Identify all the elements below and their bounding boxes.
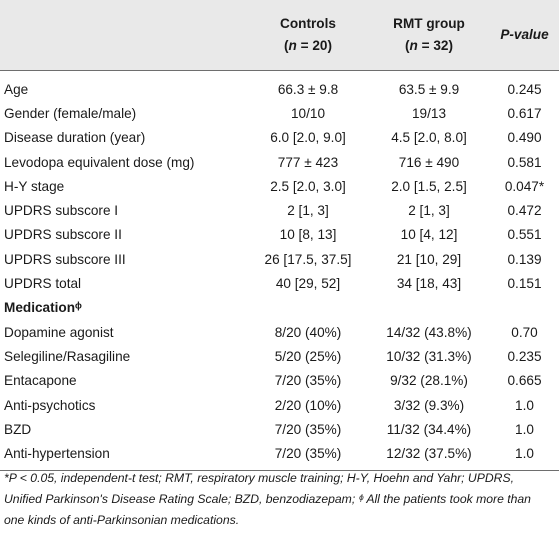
table-row: Selegiline/Rasagiline 5/20 (25%) 10/32 (31… [0,344,559,368]
row-controls-value: 66.3 ± 9.8 [277,81,339,97]
demographics-table: Controls (n = 20) RMT group (n = 32) P-v… [0,0,559,471]
row-label: Medicationᶲ [4,300,82,316]
row-controls-value: 6.0 [2.0, 9.0] [270,130,346,146]
row-rmt-value: 4.5 [2.0, 8.0] [391,130,467,146]
demographics-table-container: Controls (n = 20) RMT group (n = 32) P-v… [0,0,559,471]
row-rmt-value: 2.0 [1.5, 2.5] [391,178,467,194]
table-row: Anti-psychotics 2/20 (10%) 3/32 (9.3%) 1.0 [0,393,559,417]
table-row: Medicationᶲ [0,296,559,320]
row-rmt-value: 34 [18, 43] [396,276,462,292]
row-controls-value: 10/10 [290,105,326,121]
row-p-value: 1.0 [515,397,534,413]
table-row: Age 66.3 ± 9.8 63.5 ± 9.9 0.245 [0,71,559,102]
row-label: UPDRS total [4,276,82,292]
row-rmt-value: 716 ± 490 [398,154,460,170]
row-p-value: 0.581 [507,154,542,170]
row-rmt-value: 11/32 (34.4%) [386,421,472,437]
row-rmt-value: 63.5 ± 9.9 [398,81,460,97]
row-controls-value: 2.5 [2.0, 3.0] [270,178,346,194]
row-p-value: 0.551 [507,227,542,243]
row-p-value: 0.617 [507,105,542,121]
row-label: UPDRS subscore III [4,251,126,267]
row-label: BZD [4,421,32,437]
row-controls-value [248,296,368,320]
row-controls-value: 7/20 (35%) [274,421,342,437]
header-p-label: P-value [500,27,549,42]
header-row: Controls (n = 20) RMT group (n = 32) P-v… [0,0,559,71]
row-p-value: 0.665 [507,373,542,389]
row-label: Age [4,81,29,97]
row-controls-value: 8/20 (40%) [274,324,342,340]
row-controls-value: 7/20 (35%) [274,373,342,389]
row-rmt-value: 19/13 [411,105,447,121]
table-row: Entacapone 7/20 (35%) 9/32 (28.1%) 0.665 [0,369,559,393]
row-controls-value: 777 ± 423 [277,154,339,170]
header-rmt: RMT group (n = 32) [368,0,490,71]
row-label: UPDRS subscore I [4,203,119,219]
table-row: UPDRS subscore I 2 [1, 3] 2 [1, 3] 0.472 [0,198,559,222]
row-controls-value: 40 [29, 52] [275,276,341,292]
row-rmt-value [368,296,490,320]
row-controls-value: 7/20 (35%) [248,441,368,471]
row-p-value: 0.139 [507,251,542,267]
row-label: Gender (female/male) [4,105,137,121]
row-label: Entacapone [4,373,77,389]
row-p-value [490,296,559,320]
row-p-value: 0.235 [507,348,542,364]
row-p-value: 1.0 [515,421,534,437]
row-rmt-value: 2 [1, 3] [408,203,450,219]
row-rmt-value: 12/32 (37.5%) [368,441,490,471]
row-controls-value: 2/20 (10%) [274,397,342,413]
row-rmt-value: 10 [4, 12] [400,227,458,243]
row-p-value: 1.0 [490,441,559,471]
row-label: Disease duration (year) [4,130,146,146]
row-rmt-value: 14/32 (43.8%) [386,324,472,340]
header-controls: Controls (n = 20) [248,0,368,71]
row-label: Anti-hypertension [0,441,248,471]
header-controls-label: Controls [280,16,336,31]
table-row: Gender (female/male) 10/10 19/13 0.617 [0,101,559,125]
table-row: UPDRS total 40 [29, 52] 34 [18, 43] 0.151 [0,271,559,295]
header-empty-cell [0,0,248,71]
row-rmt-value: 21 [10, 29] [396,251,462,267]
table-row: H-Y stage 2.5 [2.0, 3.0] 2.0 [1.5, 2.5] 0.0… [0,174,559,198]
table-footnote: *P < 0.05, independent-t test; RMT, resp… [4,471,531,527]
row-rmt-value: 10/32 (31.3%) [386,348,472,364]
row-label: UPDRS subscore II [4,227,122,243]
table-row: BZD 7/20 (35%) 11/32 (34.4%) 1.0 [0,417,559,441]
table-row: Levodopa equivalent dose (mg) 777 ± 423 71… [0,150,559,174]
row-p-value: 0.245 [507,81,542,97]
row-label: Selegiline/Rasagiline [4,348,131,364]
row-label: Anti-psychotics [4,397,96,413]
header-controls-n: (n = 20) [284,38,332,53]
row-rmt-value: 9/32 (28.1%) [390,373,468,389]
row-p-value: 0.151 [507,276,542,292]
row-p-value: 0.472 [507,203,542,219]
row-controls-value: 10 [8, 13] [279,227,337,243]
table-row: Anti-hypertension 7/20 (35%) 12/32 (37.5%)… [0,441,559,471]
row-p-value: 0.70 [511,324,538,340]
row-controls-value: 5/20 (25%) [274,348,342,364]
table-header: Controls (n = 20) RMT group (n = 32) P-v… [0,0,559,71]
table-row: UPDRS subscore II 10 [8, 13] 10 [4, 12] 0.5… [0,223,559,247]
table-body: Age 66.3 ± 9.8 63.5 ± 9.9 0.245 Gender (fema… [0,71,559,471]
row-label: H-Y stage [4,178,65,194]
table-row: UPDRS subscore III 26 [17.5, 37.5] 21 [10,… [0,247,559,271]
row-label: Dopamine agonist [4,324,114,340]
header-rmt-label: RMT group [393,16,465,31]
table-row: Dopamine agonist 8/20 (40%) 14/32 (43.8%) 0… [0,320,559,344]
row-controls-value: 2 [1, 3] [287,203,329,219]
row-p-value: 0.047* [504,178,545,194]
table-row: Disease duration (year) 6.0 [2.0, 9.0] 4.5… [0,126,559,150]
row-p-value: 0.490 [507,130,542,146]
header-rmt-n: (n = 32) [405,38,453,53]
row-controls-value: 26 [17.5, 37.5] [264,251,352,267]
header-p-value: P-value [490,0,559,71]
row-rmt-value: 3/32 (9.3%) [393,397,465,413]
row-label: Levodopa equivalent dose (mg) [4,154,195,170]
